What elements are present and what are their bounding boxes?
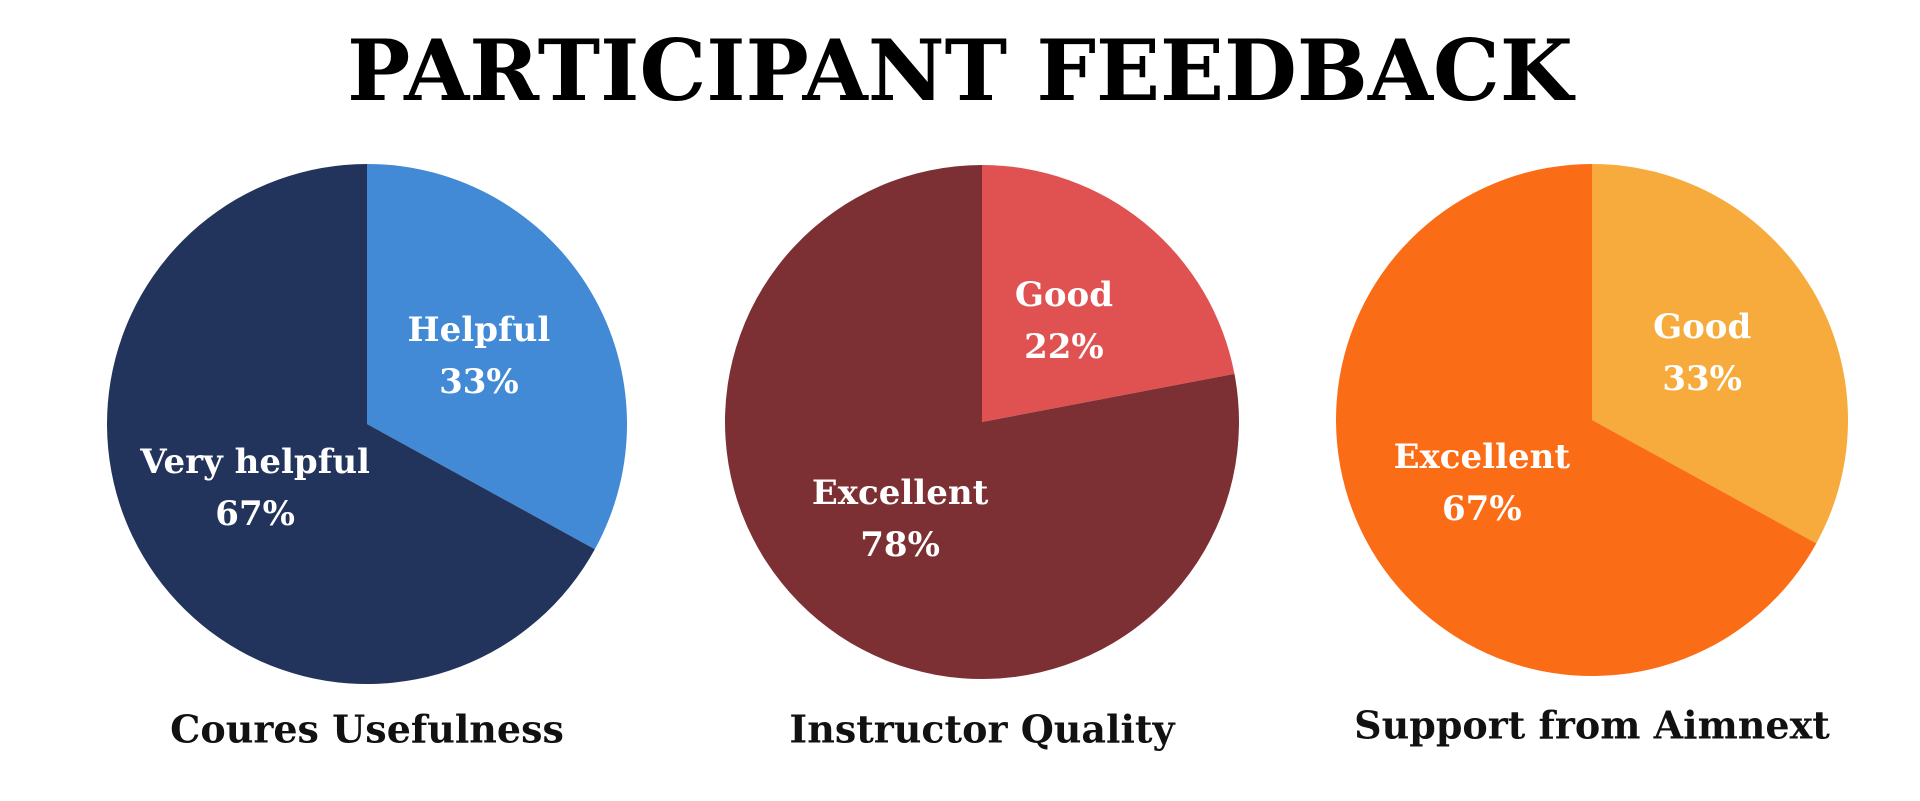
chart-title: Coures Usefulness <box>170 707 564 752</box>
slice-label: Excellent <box>1394 437 1571 477</box>
chart-title: Support from Aimnext <box>1354 703 1830 748</box>
chart: Helpful 33% Very helpful 67% Coures Usefulne… <box>107 164 627 752</box>
page-title: PARTICIPANT FEEDBACK <box>347 21 1576 120</box>
slice-label: Helpful <box>408 310 551 350</box>
slice-value-label: 78% <box>860 525 940 565</box>
slice-value-label: 33% <box>439 362 519 402</box>
chart: Good 22% Excellent 78% Instructor Quality <box>725 165 1239 752</box>
slice-label: Good <box>1015 275 1113 315</box>
slice-value-label: 22% <box>1024 327 1104 367</box>
pie-slice <box>107 164 595 685</box>
pie-slice <box>725 165 1239 679</box>
chart-title: Instructor Quality <box>789 707 1175 752</box>
pie-slice <box>1592 164 1848 544</box>
slice-value-label: 67% <box>215 494 295 534</box>
chart: Good 33% Excellent 67% Support from Aimnext <box>1336 164 1848 748</box>
slice-value-label: 67% <box>1442 489 1522 529</box>
slice-label: Excellent <box>812 473 989 513</box>
pie-slice <box>367 164 627 550</box>
slice-label: Very helpful <box>139 442 370 482</box>
pie-slice <box>1336 164 1817 676</box>
slice-label: Good <box>1653 307 1751 347</box>
pie-slice <box>982 165 1235 422</box>
slice-value-label: 33% <box>1662 359 1742 399</box>
